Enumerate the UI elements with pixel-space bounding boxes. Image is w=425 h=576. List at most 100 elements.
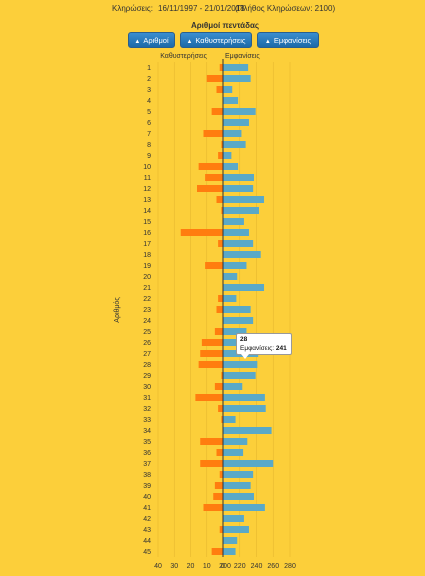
appearance-bar (223, 317, 254, 324)
sort-numbers-button[interactable]: ▲ Αριθμοί (128, 32, 175, 48)
delay-bar (221, 416, 223, 423)
category-label: 30 (143, 384, 151, 391)
category-label: 44 (143, 538, 151, 545)
delay-bar (214, 328, 223, 335)
delay-bar (180, 229, 223, 236)
sort-delays-button[interactable]: ▲ Καθυστερήσεις (180, 32, 252, 48)
appearance-bar (223, 240, 254, 247)
delay-bar (211, 548, 223, 555)
category-label: 35 (143, 439, 151, 446)
delay-bar (216, 196, 223, 203)
x-tick-label: 10 (203, 563, 211, 570)
category-label: 34 (143, 428, 151, 435)
date-range: 16/11/1997 - 21/01/2018 (158, 4, 245, 13)
appearance-bar (223, 185, 254, 192)
sort-arrow-icon: ▲ (186, 39, 193, 45)
appearance-bar (223, 416, 236, 423)
category-label: 23 (143, 307, 151, 314)
category-label: 45 (143, 549, 151, 556)
category-label: 20 (143, 274, 151, 281)
appearance-bar (223, 471, 254, 478)
category-label: 17 (143, 241, 151, 248)
appearance-bar (223, 262, 247, 269)
tooltip-value: 241 (275, 345, 287, 352)
appearance-bar (223, 163, 239, 170)
delay-bar (219, 526, 223, 533)
category-label: 14 (143, 208, 151, 215)
x-tick-label: 280 (284, 563, 296, 570)
sort-arrow-icon: ▲ (134, 39, 141, 45)
x-tick-label: 200 (219, 563, 231, 570)
category-label: 11 (144, 175, 151, 182)
category-label: 42 (143, 516, 151, 523)
tooltip: 28 Εμφανίσεις: 241 (236, 333, 292, 359)
delay-bar (200, 350, 223, 357)
legend-delays: Καθυστερήσεις (160, 53, 207, 60)
category-label: 43 (143, 527, 151, 534)
category-label: 39 (143, 483, 151, 490)
appearance-bar (223, 75, 251, 82)
appearance-bar (223, 438, 248, 445)
delay-bar (200, 438, 223, 445)
category-label: 2 (147, 76, 151, 83)
delay-bar (197, 185, 223, 192)
delay-bar (203, 130, 223, 137)
category-label: 28 (143, 362, 151, 369)
appearance-bar (223, 306, 251, 313)
x-tick-label: 20 (187, 563, 195, 570)
category-label: 8 (147, 142, 151, 149)
delay-bar (216, 306, 223, 313)
sort-arrow-icon: ▲ (264, 39, 271, 45)
appearance-bar (223, 229, 249, 236)
delay-bar (216, 86, 223, 93)
appearance-bar (223, 251, 261, 258)
x-tick-label: 0 (221, 563, 225, 570)
category-label: 26 (143, 340, 151, 347)
appearance-bar (223, 207, 260, 214)
delay-bar (221, 372, 223, 379)
appearance-bar (223, 108, 256, 115)
appearance-bar (223, 328, 247, 335)
category-label: 29 (143, 373, 151, 380)
category-label: 19 (143, 263, 151, 270)
category-label: 37 (143, 461, 151, 468)
delay-bar (198, 163, 223, 170)
category-label: 15 (143, 219, 151, 226)
delay-bar (218, 152, 223, 159)
appearance-bar (223, 130, 242, 137)
appearance-bar (223, 537, 238, 544)
x-tick-label: 260 (267, 563, 279, 570)
category-label: 25 (143, 329, 151, 336)
delay-bar (221, 141, 223, 148)
category-label: 38 (143, 472, 151, 479)
delay-bar (213, 493, 223, 500)
category-label: 27 (143, 351, 151, 358)
delay-bar (214, 482, 223, 489)
delay-bar (205, 174, 223, 181)
appearance-bar (223, 64, 249, 71)
category-label: 7 (147, 131, 151, 138)
appearance-bar (223, 273, 238, 280)
appearance-bar (223, 86, 233, 93)
tooltip-number: 28 (240, 336, 248, 343)
delay-bar (218, 295, 223, 302)
appearance-bar (223, 196, 265, 203)
appearance-bar (223, 295, 237, 302)
category-label: 6 (147, 120, 151, 127)
delay-bar (206, 75, 223, 82)
appearance-bar (223, 97, 239, 104)
x-tick-label: 220 (234, 563, 246, 570)
category-label: 1 (147, 65, 151, 72)
sort-appearances-button[interactable]: ▲ Εμφανίσεις (257, 32, 319, 48)
appearance-bar (223, 526, 249, 533)
chart-title: Αριθμοί πεντάδας (190, 21, 260, 30)
x-tick-label: 240 (251, 563, 263, 570)
category-label: 16 (143, 230, 151, 237)
category-label: 24 (143, 318, 151, 325)
draw-count: (Πλήθος Κληρώσεων: 2100) (235, 4, 336, 13)
category-label: 36 (143, 450, 151, 457)
category-label: 41 (143, 505, 151, 512)
category-label: 13 (143, 197, 151, 204)
category-label: 10 (143, 164, 151, 171)
